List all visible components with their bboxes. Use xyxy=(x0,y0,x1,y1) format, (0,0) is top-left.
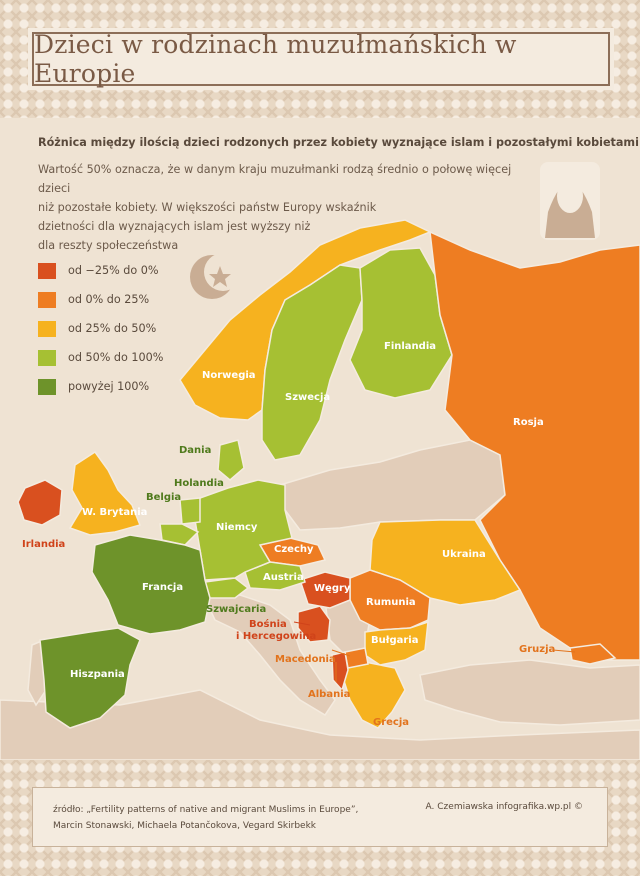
source-line: źródło: „Fertility patterns of native an… xyxy=(53,805,359,815)
label-bosnia-line1: Bośnia xyxy=(249,619,287,630)
legend-label: od −25% do 0% xyxy=(68,264,159,277)
legend-label: od 25% do 50% xyxy=(68,322,157,335)
country-netherlands xyxy=(179,497,201,525)
woman-hijab-icon xyxy=(540,162,600,240)
label-szwecja: Szwecja xyxy=(285,392,331,403)
label-grecja: Grecja xyxy=(373,717,410,728)
title-box: Dzieci w rodzinach muzułmańskich w Europ… xyxy=(32,30,610,88)
label-ukraina: Ukraina xyxy=(442,549,486,560)
country-uk xyxy=(68,450,142,536)
land-poland-baltics xyxy=(279,439,506,531)
label-holandia: Holandia xyxy=(174,478,224,489)
legend-label: od 0% do 25% xyxy=(68,293,150,306)
country-romania xyxy=(349,569,431,631)
label-hiszpania: Hiszpania xyxy=(70,669,125,680)
map-area xyxy=(0,118,640,760)
author-credit: A. Czemiawska infografika.wp.pl © xyxy=(425,802,583,812)
country-hungary xyxy=(299,571,351,609)
description-line: niż pozostałe kobiety. W większości pańs… xyxy=(38,201,377,214)
source-line: Marcin Stonawski, Michaela Potančokova, … xyxy=(53,821,317,831)
label-bosnia-line2: i Hercegowina xyxy=(236,631,317,642)
country-ireland xyxy=(17,479,63,526)
map-subtitle: Różnica między ilością dzieci rodzonych … xyxy=(38,136,639,149)
country-macedonia xyxy=(344,647,369,669)
description-line: dla reszty społeczeństwa xyxy=(38,239,179,252)
land-turkey xyxy=(419,659,640,726)
page-title: Dzieci w rodzinach muzułmańskich w Europ… xyxy=(34,30,517,88)
label-dania: Dania xyxy=(179,445,212,456)
description-line: Wartość 50% oznacza, że w danym kraju mu… xyxy=(38,163,512,195)
country-georgia xyxy=(569,643,617,665)
footer-box: źródło: „Fertility patterns of native an… xyxy=(32,787,608,847)
label-niemcy: Niemcy xyxy=(216,522,258,533)
label-macedonia: Macedonia xyxy=(275,654,336,665)
legend-item: powyżej 100% xyxy=(38,372,163,401)
label-rosja: Rosja xyxy=(513,417,544,428)
description-line: dzietności dla wyznających islam jest wy… xyxy=(38,220,311,233)
country-belgium xyxy=(159,523,200,546)
land-italy-balkans xyxy=(203,594,336,717)
legend-item: od 25% do 50% xyxy=(38,314,163,343)
legend-swatch xyxy=(38,320,56,337)
country-finland xyxy=(349,247,453,399)
country-denmark xyxy=(217,439,245,481)
label-norwegia: Norwegia xyxy=(202,370,256,381)
label-wegry: Węgry xyxy=(314,583,351,594)
europe-map xyxy=(0,162,640,760)
crescent-star-icon xyxy=(190,253,242,299)
legend-swatch xyxy=(38,262,56,279)
label-bulgaria: Bułgaria xyxy=(371,635,419,646)
leader-bosnia xyxy=(293,621,311,626)
country-sweden xyxy=(261,264,363,461)
leader-macedonia xyxy=(331,649,351,657)
source-note: źródło: „Fertility patterns of native an… xyxy=(53,802,358,834)
legend-label: powyżej 100% xyxy=(68,380,150,393)
label-szwajcaria: Szwajcaria xyxy=(206,604,267,615)
label-finlandia: Finlandia xyxy=(384,341,437,352)
legend-swatch xyxy=(38,291,56,308)
legend-swatch xyxy=(38,349,56,366)
country-norway xyxy=(179,219,432,421)
legend-swatch xyxy=(38,378,56,395)
description: Wartość 50% oznacza, że w danym kraju mu… xyxy=(38,160,538,255)
country-spain xyxy=(39,627,141,729)
label-w-brytania: W. Brytania xyxy=(82,507,148,518)
country-bulgaria xyxy=(364,620,429,666)
label-czechy: Czechy xyxy=(274,544,314,555)
legend-item: od −25% do 0% xyxy=(38,256,163,285)
label-gruzja: Gruzja xyxy=(519,644,556,655)
label-belgia: Belgia xyxy=(146,492,182,503)
legend-item: od 0% do 25% xyxy=(38,285,163,314)
legend: od −25% do 0% od 0% do 25% od 25% do 50%… xyxy=(38,256,163,401)
label-irlandia: Irlandia xyxy=(22,539,66,550)
leader-georgia xyxy=(552,649,576,653)
label-rumunia: Rumunia xyxy=(366,597,416,608)
country-greece xyxy=(339,661,406,729)
land-north-africa xyxy=(0,689,640,760)
legend-label: od 50% do 100% xyxy=(68,351,164,364)
label-albania: Albania xyxy=(308,689,351,700)
label-francja: Francja xyxy=(142,582,184,593)
legend-item: od 50% do 100% xyxy=(38,343,163,372)
label-austria: Austria xyxy=(263,572,304,583)
country-france xyxy=(91,534,211,635)
